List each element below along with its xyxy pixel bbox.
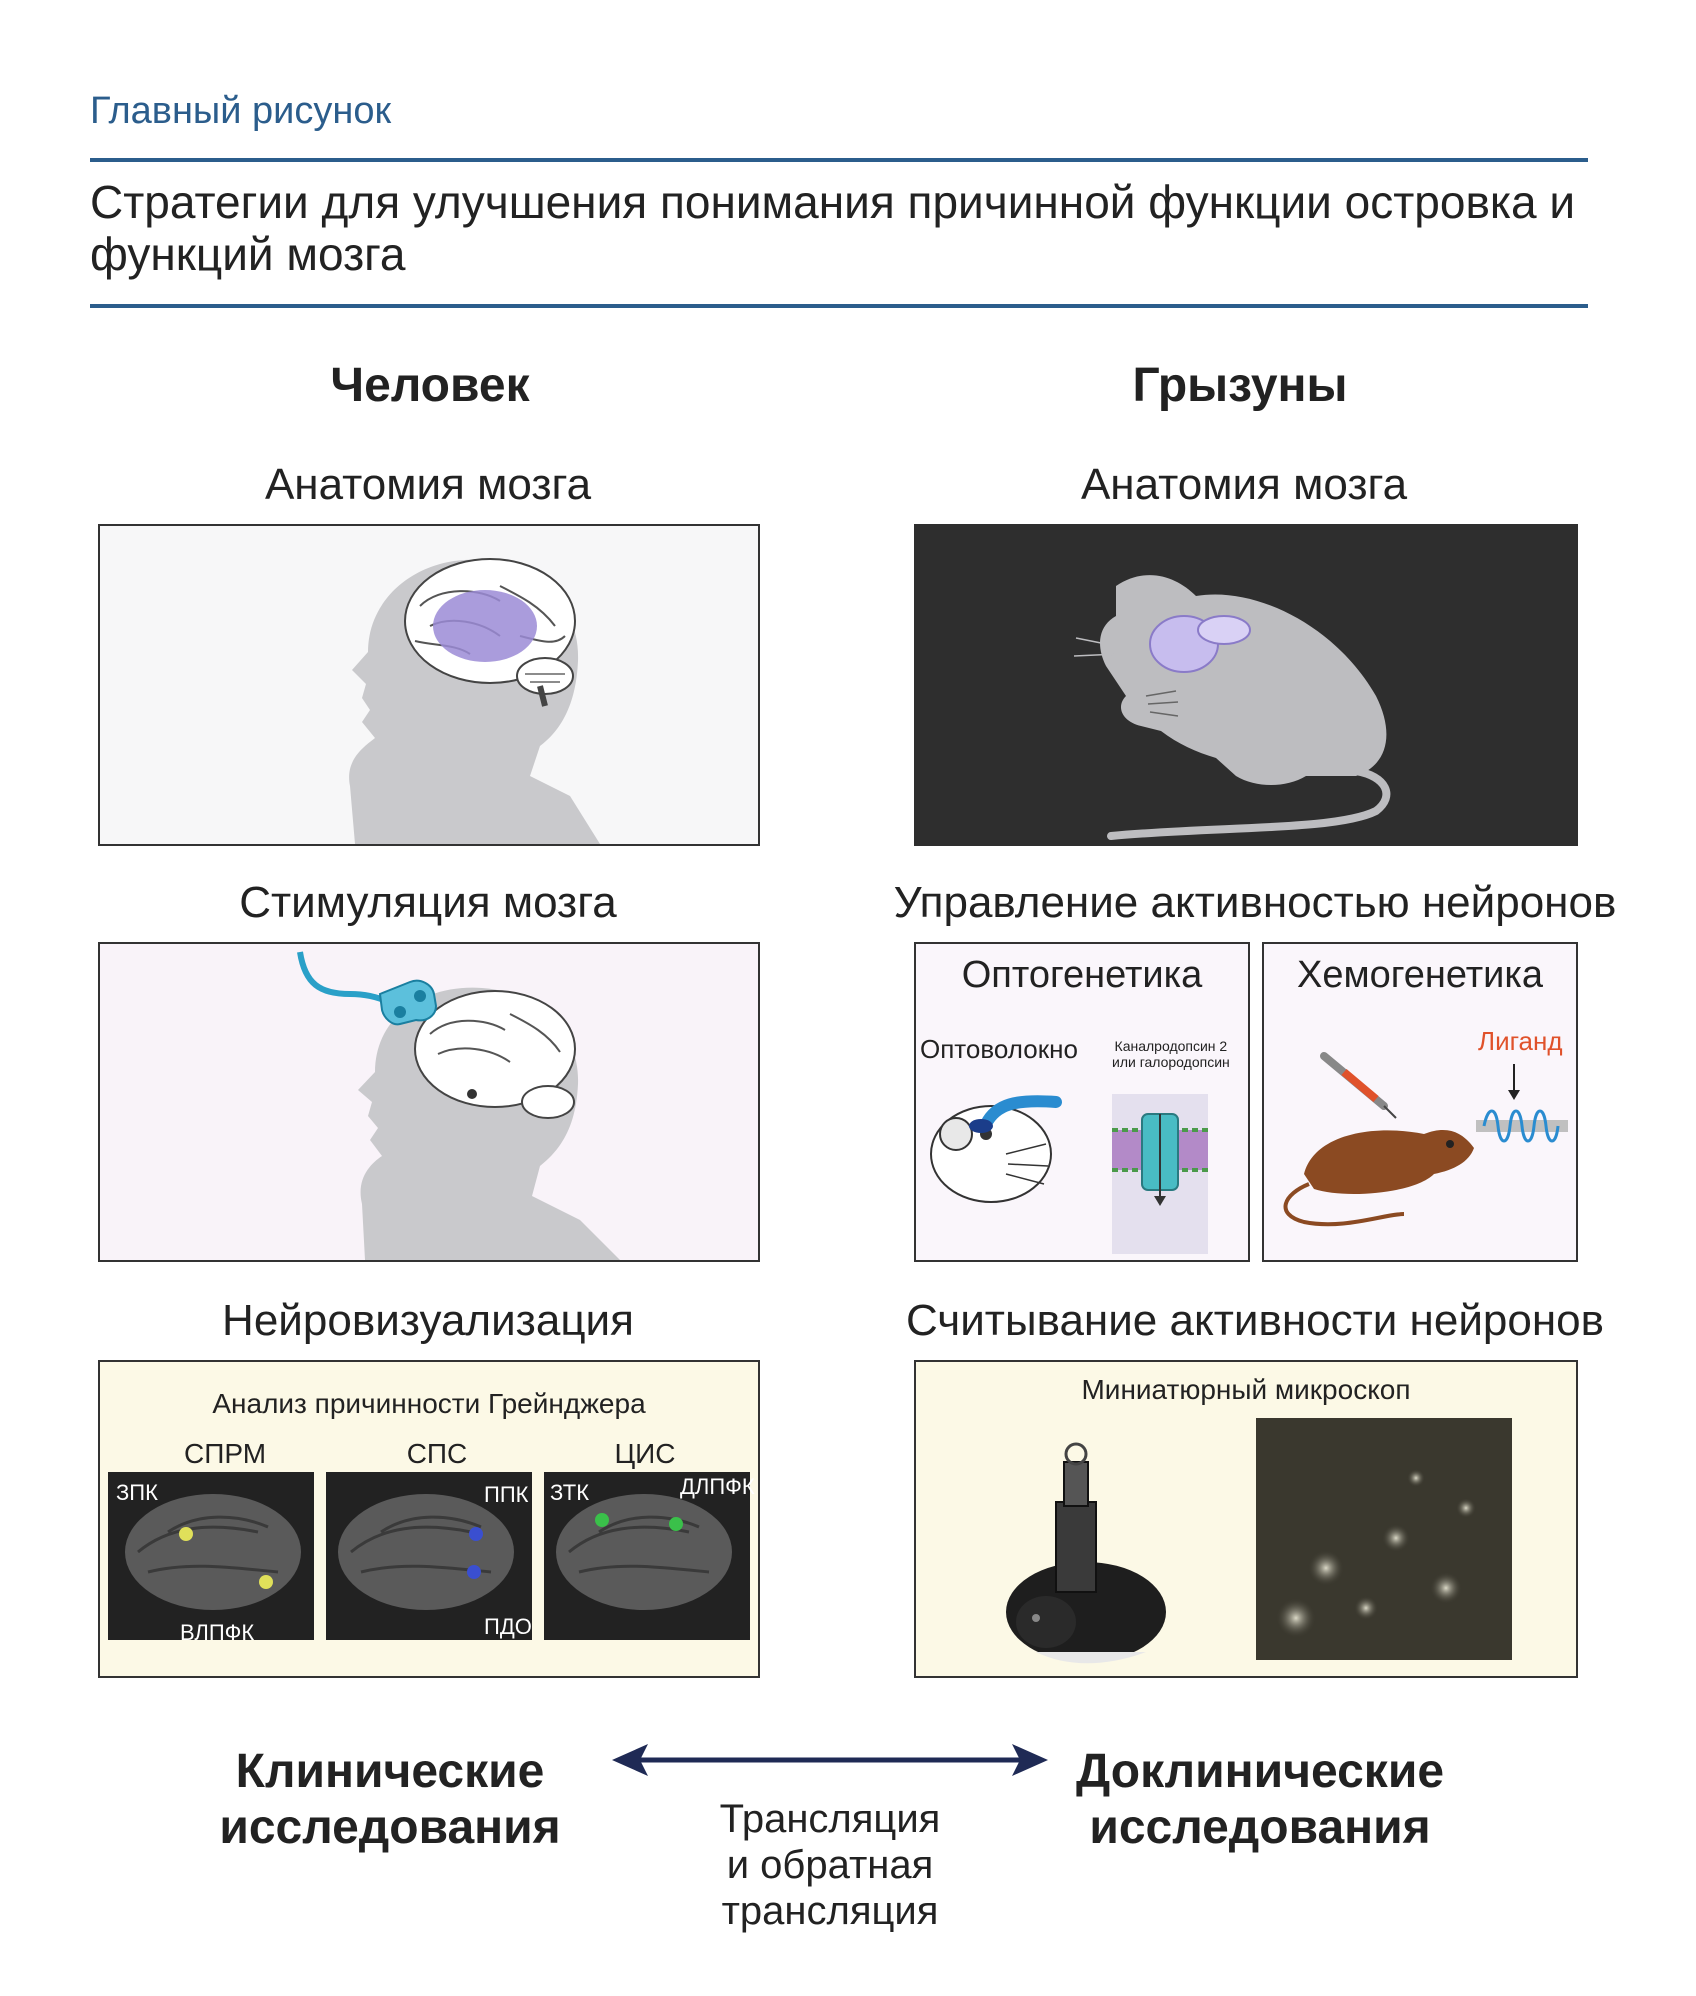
opsin-label-line2: или галородопсин	[1112, 1054, 1230, 1070]
preclinical-line2: исследования	[1089, 1801, 1431, 1854]
chemogenetics-heading: Хемогенетика	[1297, 954, 1543, 996]
opsin-label-line1: Каналродопсин 2	[1114, 1038, 1228, 1054]
brain-scan-sprm	[108, 1472, 314, 1640]
chemogenetics-panel: Хемогенетика Лиганд	[1262, 942, 1578, 1262]
label-dlpfk: ДЛПФК	[680, 1474, 755, 1499]
human-anatomy-panel	[98, 524, 760, 846]
human-neuroimaging-heading: Нейровизуализация	[222, 1296, 634, 1345]
human-stimulation-panel	[98, 942, 760, 1262]
ligand-label: Лиганд	[1478, 1026, 1563, 1056]
preclinical-research-label: Доклинические исследования	[1020, 1744, 1500, 1856]
bidirectional-arrow	[612, 1744, 1048, 1776]
brain-stimulation-illustration	[297, 951, 620, 1260]
mouse-with-microscope-illustration	[1006, 1442, 1166, 1664]
label-ztk: ЗТК	[550, 1480, 590, 1505]
translation-line2: и обратная	[726, 1843, 934, 1887]
granger-label: Анализ причинности Грейнджера	[212, 1388, 646, 1419]
opsin-label: Каналродопсин 2 или галородопсин	[1112, 1038, 1230, 1070]
microscope-label: Миниатюрный микроскоп	[1081, 1374, 1411, 1405]
label-pdo: ПДО	[484, 1614, 532, 1639]
human-stimulation-heading: Стимуляция мозга	[239, 878, 617, 927]
translation-line1: Трансляция	[719, 1797, 941, 1841]
bottom-rule	[90, 304, 1588, 308]
translation-label: Трансляция и обратная трансляция	[660, 1796, 1000, 1934]
chemogenetics-illustration	[1283, 1052, 1568, 1227]
calcium-imaging-frame	[1256, 1418, 1512, 1660]
network-label-cis: ЦИС	[614, 1438, 676, 1469]
translation-line3: трансляция	[721, 1889, 939, 1933]
network-label-sps: СПС	[406, 1438, 468, 1469]
mouse-brain-illustration	[1073, 575, 1391, 840]
label-vlpfk: ВЛПФК	[180, 1620, 255, 1645]
top-rule	[90, 158, 1588, 162]
column-human-heading: Человек	[330, 359, 530, 412]
figure-title: Стратегии для улучшения понимания причин…	[90, 176, 1576, 280]
rodent-control-heading: Управление активностью нейронов	[893, 878, 1617, 927]
column-rodent-heading: Грызуны	[1132, 359, 1348, 412]
clinical-research-label: Клинические исследования	[160, 1744, 620, 1856]
rodent-anatomy-heading: Анатомия мозга	[1080, 460, 1408, 509]
human-head-brain-illustration	[349, 558, 600, 844]
rodent-readout-heading: Считывание активности нейронов	[906, 1296, 1604, 1345]
readout-panel: Миниатюрный микроскоп	[914, 1360, 1578, 1678]
label-zpk: ЗПК	[116, 1480, 158, 1505]
rodent-anatomy-panel	[914, 524, 1578, 846]
clinical-line2: исследования	[219, 1801, 561, 1854]
preclinical-line1: Доклинические	[1075, 1745, 1445, 1798]
label-ppk: ППК	[484, 1482, 529, 1507]
fiber-label: Оптоволокно	[920, 1034, 1078, 1064]
optogenetics-illustration	[930, 1094, 1208, 1254]
brain-scan-sps	[326, 1472, 532, 1640]
optogenetics-heading: Оптогенетика	[961, 954, 1203, 996]
human-anatomy-heading: Анатомия мозга	[264, 460, 592, 509]
neuroimaging-panel: Анализ причинности Грейнджера СПРМ СПС Ц…	[98, 1360, 760, 1678]
network-label-sprm: СПРМ	[183, 1438, 267, 1469]
brain-scan-cis	[544, 1472, 750, 1640]
optogenetics-panel: Оптогенетика Оптоволокно Каналродопсин 2…	[914, 942, 1250, 1262]
figure-kicker: Главный рисунок	[90, 90, 392, 132]
clinical-line1: Клинические	[235, 1745, 545, 1798]
